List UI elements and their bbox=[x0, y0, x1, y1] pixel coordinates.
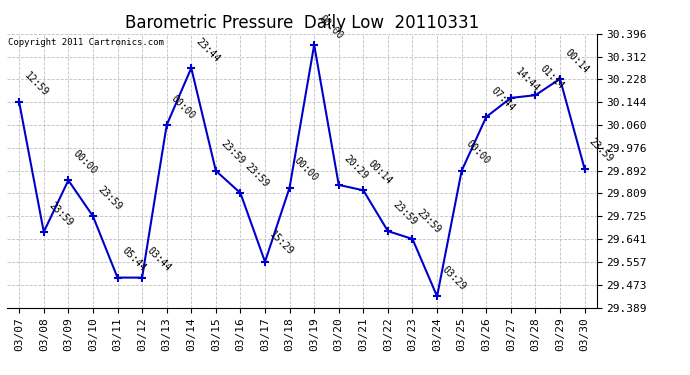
Text: 00:00: 00:00 bbox=[71, 148, 99, 176]
Text: 00:14: 00:14 bbox=[563, 47, 591, 75]
Text: 01:14: 01:14 bbox=[538, 63, 566, 91]
Text: 23:59: 23:59 bbox=[243, 161, 271, 189]
Text: 23:44: 23:44 bbox=[194, 36, 222, 64]
Text: 23:59: 23:59 bbox=[391, 199, 419, 227]
Text: 00:00: 00:00 bbox=[170, 93, 197, 121]
Text: 23:59: 23:59 bbox=[46, 200, 75, 228]
Text: 00:00: 00:00 bbox=[317, 13, 345, 41]
Text: 15:29: 15:29 bbox=[268, 230, 295, 258]
Text: 03:29: 03:29 bbox=[440, 264, 468, 292]
Text: 14:44: 14:44 bbox=[513, 66, 542, 94]
Text: 23:59: 23:59 bbox=[96, 184, 124, 212]
Text: 03:44: 03:44 bbox=[145, 246, 172, 273]
Text: 00:14: 00:14 bbox=[366, 158, 394, 186]
Text: 05:44: 05:44 bbox=[120, 246, 148, 273]
Text: Copyright 2011 Cartronics.com: Copyright 2011 Cartronics.com bbox=[8, 38, 164, 47]
Text: 00:00: 00:00 bbox=[464, 139, 492, 166]
Text: 23:59: 23:59 bbox=[219, 139, 246, 166]
Text: 20:29: 20:29 bbox=[342, 153, 369, 181]
Text: 07:44: 07:44 bbox=[489, 85, 517, 113]
Text: 23:59: 23:59 bbox=[587, 136, 615, 164]
Text: 12:59: 12:59 bbox=[22, 70, 50, 98]
Text: 00:00: 00:00 bbox=[293, 156, 320, 183]
Text: 23:59: 23:59 bbox=[415, 207, 443, 235]
Title: Barometric Pressure  Daily Low  20110331: Barometric Pressure Daily Low 20110331 bbox=[125, 14, 479, 32]
